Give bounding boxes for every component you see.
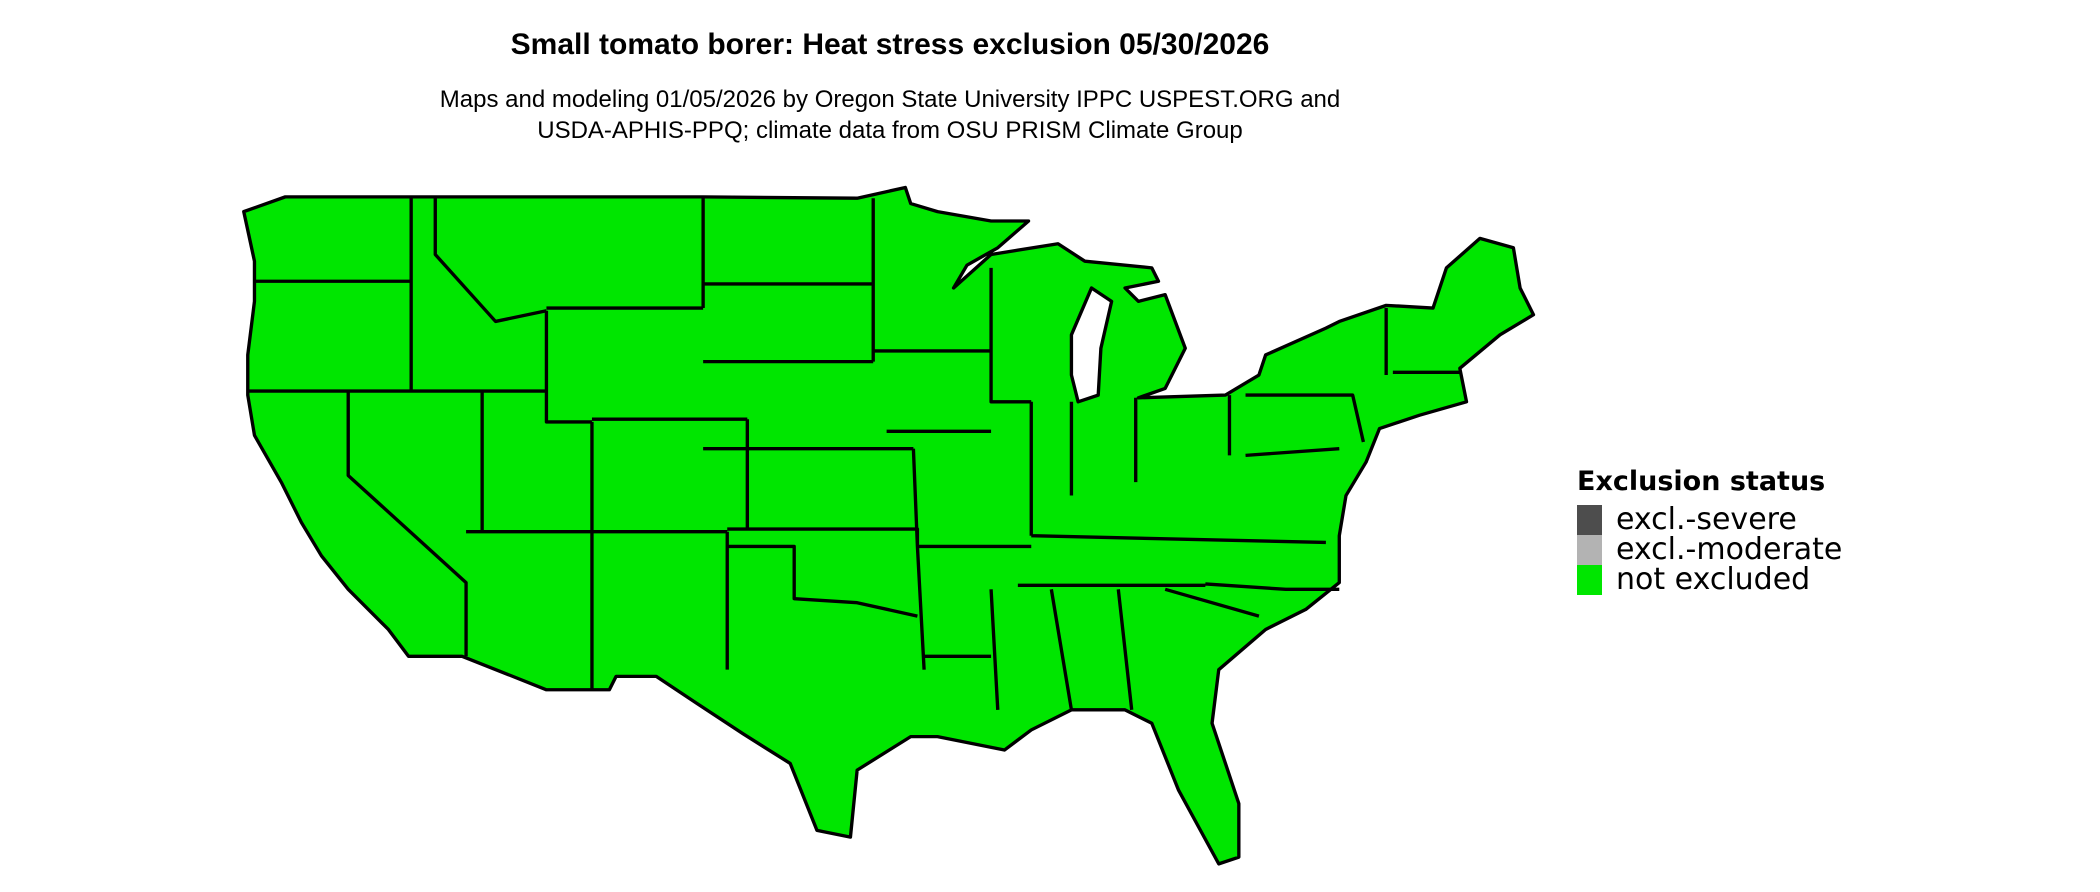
lake-michigan [1069, 286, 1114, 404]
map-title: Small tomato borer: Heat stress exclusio… [510, 28, 1270, 61]
legend-item-severe: excl.-severe [1577, 505, 1842, 535]
legend-swatch-not-excluded [1577, 565, 1602, 595]
legend-item-not-excluded: not excluded [1577, 565, 1842, 595]
legend-swatch-severe [1577, 505, 1602, 535]
legend-item-moderate: excl.-moderate [1577, 535, 1842, 565]
legend: Exclusion status excl.-severe excl.-mode… [1577, 466, 1842, 595]
legend-label: excl.-moderate [1616, 532, 1843, 567]
legend-label: excl.-severe [1616, 502, 1797, 537]
state-borders [247, 196, 1460, 711]
legend-swatch-moderate [1577, 535, 1602, 565]
map-subtitle-line-2: USDA-APHIS-PPQ; climate data from OSU PR… [537, 117, 1243, 144]
map-subtitle-line-1: Maps and modeling 01/05/2026 by Oregon S… [439, 86, 1341, 113]
legend-title: Exclusion status [1577, 466, 1826, 497]
us-outline [242, 185, 1536, 866]
legend-label: not excluded [1616, 562, 1811, 597]
